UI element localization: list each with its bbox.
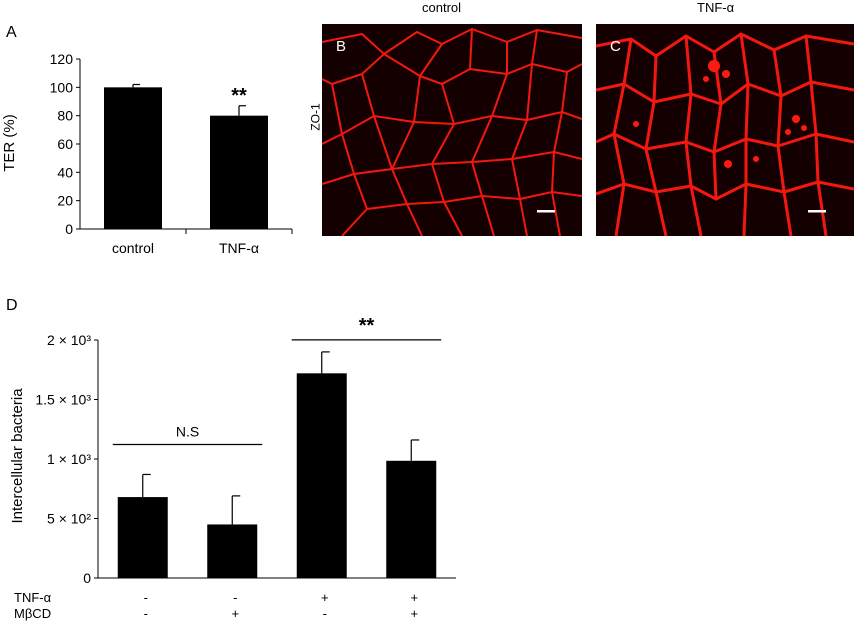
significance-label: N.S <box>176 423 199 439</box>
micrograph-control-title: control <box>422 0 462 15</box>
panel-c-letter: C <box>610 38 621 55</box>
bacteria-bar <box>386 460 437 578</box>
bacteria-y-tick-label: 1.5 × 10³ <box>35 392 91 408</box>
ter-y-tick-label: 40 <box>57 164 73 180</box>
micrograph-tnf-title: TNF-α <box>697 0 735 15</box>
ter-y-tick-label: 60 <box>57 136 73 152</box>
micrograph-tnf <box>596 24 854 236</box>
ter-y-tick-label: 20 <box>57 193 73 209</box>
condition-sign: - <box>233 590 237 605</box>
condition-sign: + <box>321 590 329 605</box>
tight-junction-network <box>322 28 582 236</box>
condition-sign: + <box>231 606 239 621</box>
ter-y-tick-label: 100 <box>50 79 74 95</box>
zo1-stain-label: ZO-1 <box>308 103 323 131</box>
ter-x-tick-label: TNF-α <box>219 240 259 256</box>
ter-significance-label: ** <box>231 85 247 107</box>
intercellular-bacteria-bar-chart: D Intercellular bacteria 0 5 × 10² 1 × 10³… <box>6 297 456 621</box>
ter-bar <box>210 115 268 229</box>
condition-sign: - <box>323 606 327 621</box>
ter-y-tick-label: 0 <box>65 221 73 237</box>
significance-label: ** <box>359 315 375 337</box>
bacteria-bar <box>296 373 347 578</box>
bacteria-y-tick-label: 1 × 10³ <box>47 451 91 467</box>
panel-d-letter: D <box>6 297 18 314</box>
condition-sign: + <box>410 606 418 621</box>
ter-x-tick-label: control <box>112 240 154 256</box>
condition-sign: + <box>410 590 418 605</box>
bacteria-y-tick-label: 5 × 10² <box>47 511 91 527</box>
panel-a-letter: A <box>6 24 17 41</box>
condition-sign: - <box>144 606 148 621</box>
panel-b-letter: B <box>336 38 347 55</box>
bacteria-y-tick-label: 2 × 10³ <box>47 332 91 348</box>
ter-y-axis-label: TER (%) <box>1 114 18 172</box>
condition-row-label: TNF-α <box>14 590 52 605</box>
bacteria-bar <box>117 497 168 578</box>
ter-bar-chart: A TER (%) 0 20 40 60 80 100 120 control TNF-α ** <box>1 24 293 256</box>
bacteria-y-tick-label: 0 <box>83 570 91 586</box>
scale-bar <box>808 210 826 213</box>
ter-bar <box>104 87 162 229</box>
ter-y-tick-label: 80 <box>57 108 73 124</box>
disrupted-junction-network <box>596 32 854 236</box>
condition-row-label: MβCD <box>14 606 51 621</box>
micrograph-control <box>322 24 582 236</box>
bacteria-y-axis-label: Intercellular bacteria <box>9 388 26 524</box>
ter-y-tick-label: 120 <box>50 51 74 67</box>
scale-bar <box>537 210 555 213</box>
bacteria-bar <box>207 524 258 578</box>
condition-sign: - <box>144 590 148 605</box>
